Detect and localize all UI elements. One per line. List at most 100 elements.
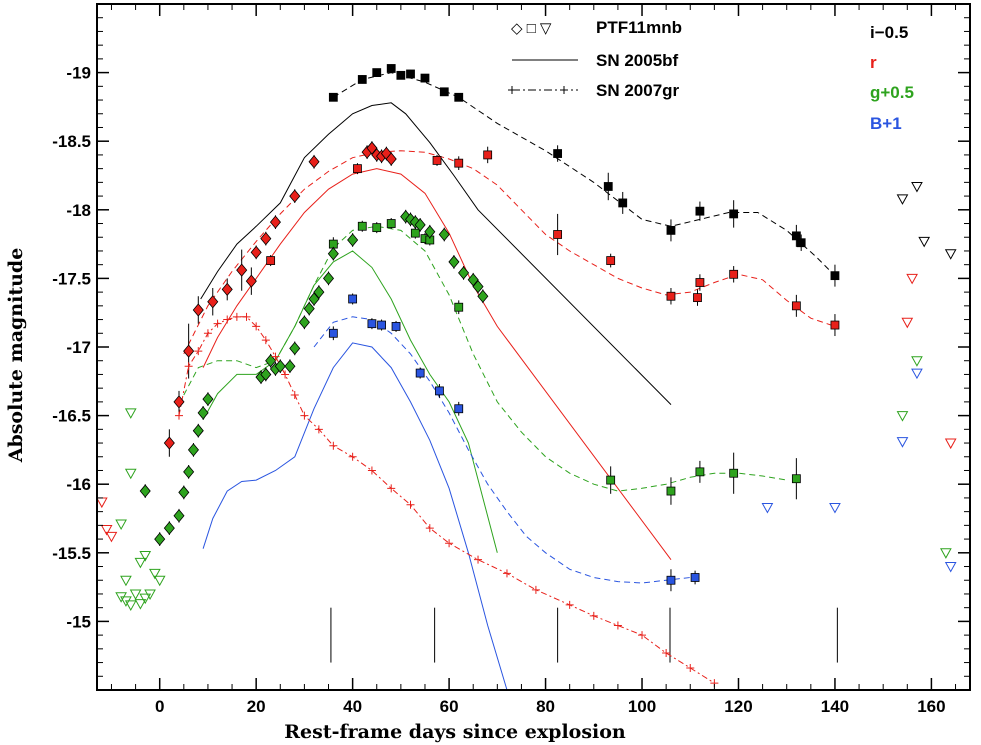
point-upper-limits-g-0-5: [134, 557, 147, 569]
y-tick-label: -19: [66, 64, 91, 83]
point-ptf11mnb-g-0-5-diamonds: [298, 315, 310, 329]
point-sn-2007gr-r: [367, 466, 376, 475]
point-ptf11mnb-g-0-5-diamonds: [183, 465, 195, 479]
point-upper-limits-g-0-5: [124, 468, 137, 480]
point-ptf11mnb-i-0-5: [603, 182, 613, 191]
point-ptf11mnb-r: [606, 256, 616, 265]
point-ptf11mnb-r: [483, 150, 493, 160]
point-ptf11mnb-g-0-5-diamonds: [173, 509, 185, 523]
point-ptf11mnb-r-diamonds: [245, 274, 257, 288]
model-lines: [178, 72, 836, 691]
point-ptf11mnb-g-0-5: [791, 474, 801, 484]
point-upper-limits-g-0-5: [153, 575, 166, 587]
point-ptf11mnb-r-diamonds: [192, 303, 204, 317]
point-sn-2007gr-r: [252, 322, 261, 331]
point-upper-limits-g-0-5: [144, 589, 156, 600]
point-sn-2007gr-r: [300, 411, 309, 420]
point-ptf11mnb-i-0-5: [729, 209, 739, 219]
point-ptf11mnb-g-0-5-diamonds: [477, 289, 489, 303]
point-ptf11mnb-r-diamonds: [207, 295, 219, 309]
point-ptf11mnb-r-diamonds: [221, 282, 233, 297]
point-upper-limits-g-0-5: [149, 568, 161, 580]
line-fit-g-0-5: [183, 225, 787, 492]
point-ptf11mnb-r: [729, 269, 739, 279]
point-sn-2007gr-r: [242, 312, 251, 321]
point-ptf11mnb-g-0-5-diamonds: [303, 301, 315, 316]
point-ptf11mnb-g-0-5-diamonds: [322, 271, 335, 286]
point-upper-limits-r: [901, 317, 914, 329]
legend-plus-right: [560, 86, 568, 94]
point-sn-2007gr-r: [348, 452, 357, 461]
point-sn-2007gr-r: [565, 600, 574, 609]
point-ptf11mnb-r-diamonds: [269, 215, 281, 229]
point-ptf11mnb-b-1: [690, 573, 700, 582]
point-sn-2007gr-r: [232, 312, 241, 321]
x-tick-label: 0: [155, 697, 164, 716]
point-sn-2007gr-r: [387, 484, 396, 493]
data-points: [95, 64, 957, 688]
point-ptf11mnb-i-0-5: [618, 198, 628, 208]
line-sn-2005bf-r: [202, 168, 672, 560]
point-ptf11mnb-g-0-5-diamonds: [327, 247, 339, 261]
x-tick-label: 60: [440, 697, 459, 716]
point-sn-2007gr-r: [474, 555, 483, 564]
y-tick-label: -18.5: [52, 132, 91, 151]
legend-label-sn2007gr: SN 2007gr: [596, 81, 680, 100]
point-ptf11mnb-i-0-5: [406, 69, 415, 79]
point-ptf11mnb-g-0-5: [372, 223, 382, 233]
x-tick-label: 120: [724, 697, 752, 716]
point-ptf11mnb-i-0-5: [553, 149, 563, 158]
point-ptf11mnb-r-diamonds: [260, 231, 272, 246]
point-sn-2007gr-r: [184, 362, 193, 371]
point-ptf11mnb-i-0-5: [796, 238, 806, 248]
legend-symbols-ptf11mnb: ◇ □ ▽: [511, 20, 552, 37]
point-sn-2007gr-r: [589, 611, 598, 620]
point-ptf11mnb-g-0-5-diamonds: [202, 392, 214, 406]
point-sn-2007gr-r: [662, 648, 671, 657]
point-ptf11mnb-g-0-5: [454, 302, 464, 312]
x-axis-title: Rest-frame days since explosion: [284, 721, 626, 743]
point-ptf11mnb-b-1: [666, 575, 676, 585]
plot-border: [96, 3, 971, 691]
point-ptf11mnb-b-1: [391, 322, 401, 331]
point-ptf11mnb-g-0-5: [386, 219, 396, 228]
point-sn-2007gr-r: [194, 347, 203, 356]
point-ptf11mnb-b-1: [377, 320, 386, 330]
point-ptf11mnb-g-0-5-diamonds: [178, 485, 190, 500]
line-fit-i-0-5: [333, 72, 836, 277]
y-axis-title: Absolute magnitude: [5, 248, 27, 464]
point-ptf11mnb-r: [693, 293, 702, 303]
point-ptf11mnb-g-0-5-diamonds: [438, 227, 450, 242]
point-upper-limits-i-0-5: [918, 236, 931, 248]
legend-plus-left: [508, 86, 516, 94]
band-label-b: B+1: [870, 114, 902, 133]
band-label-r: r: [870, 53, 877, 72]
point-sn-2007gr-r: [425, 524, 434, 533]
point-ptf11mnb-r-diamonds: [385, 152, 397, 166]
point-upper-limits-b-1: [911, 368, 923, 380]
point-ptf11mnb-g-0-5-diamonds: [472, 280, 484, 294]
point-ptf11mnb-r: [666, 291, 676, 301]
point-upper-limits-g-0-5: [120, 575, 132, 587]
x-tick-label: 100: [628, 697, 656, 716]
point-ptf11mnb-b-1: [415, 368, 425, 378]
point-ptf11mnb-g-0-5: [666, 486, 676, 496]
line-sn-2005bf-b-1: [202, 342, 508, 691]
line-fit-r: [183, 150, 836, 355]
point-ptf11mnb-g-0-5-diamonds: [414, 218, 426, 232]
point-ptf11mnb-r: [432, 156, 442, 165]
point-ptf11mnb-g-0-5-diamonds: [424, 225, 436, 239]
point-ptf11mnb-g-0-5-diamonds: [313, 285, 325, 299]
legend-label-ptf11mnb: PTF11mnb: [596, 18, 682, 37]
point-upper-limits-i-0-5: [944, 249, 957, 260]
point-ptf11mnb-b-1: [348, 294, 358, 304]
point-ptf11mnb-i-0-5: [420, 73, 430, 83]
point-upper-limits-g-0-5: [134, 599, 147, 610]
point-upper-limits-g-0-5: [124, 408, 137, 419]
point-ptf11mnb-r-diamonds: [366, 141, 378, 155]
point-sn-2007gr-r: [686, 664, 695, 673]
point-upper-limits-b-1: [944, 562, 957, 573]
point-ptf11mnb-g-0-5-diamonds: [163, 521, 175, 535]
point-ptf11mnb-r-diamonds: [173, 395, 185, 409]
point-ptf11mnb-i-0-5: [666, 225, 676, 235]
